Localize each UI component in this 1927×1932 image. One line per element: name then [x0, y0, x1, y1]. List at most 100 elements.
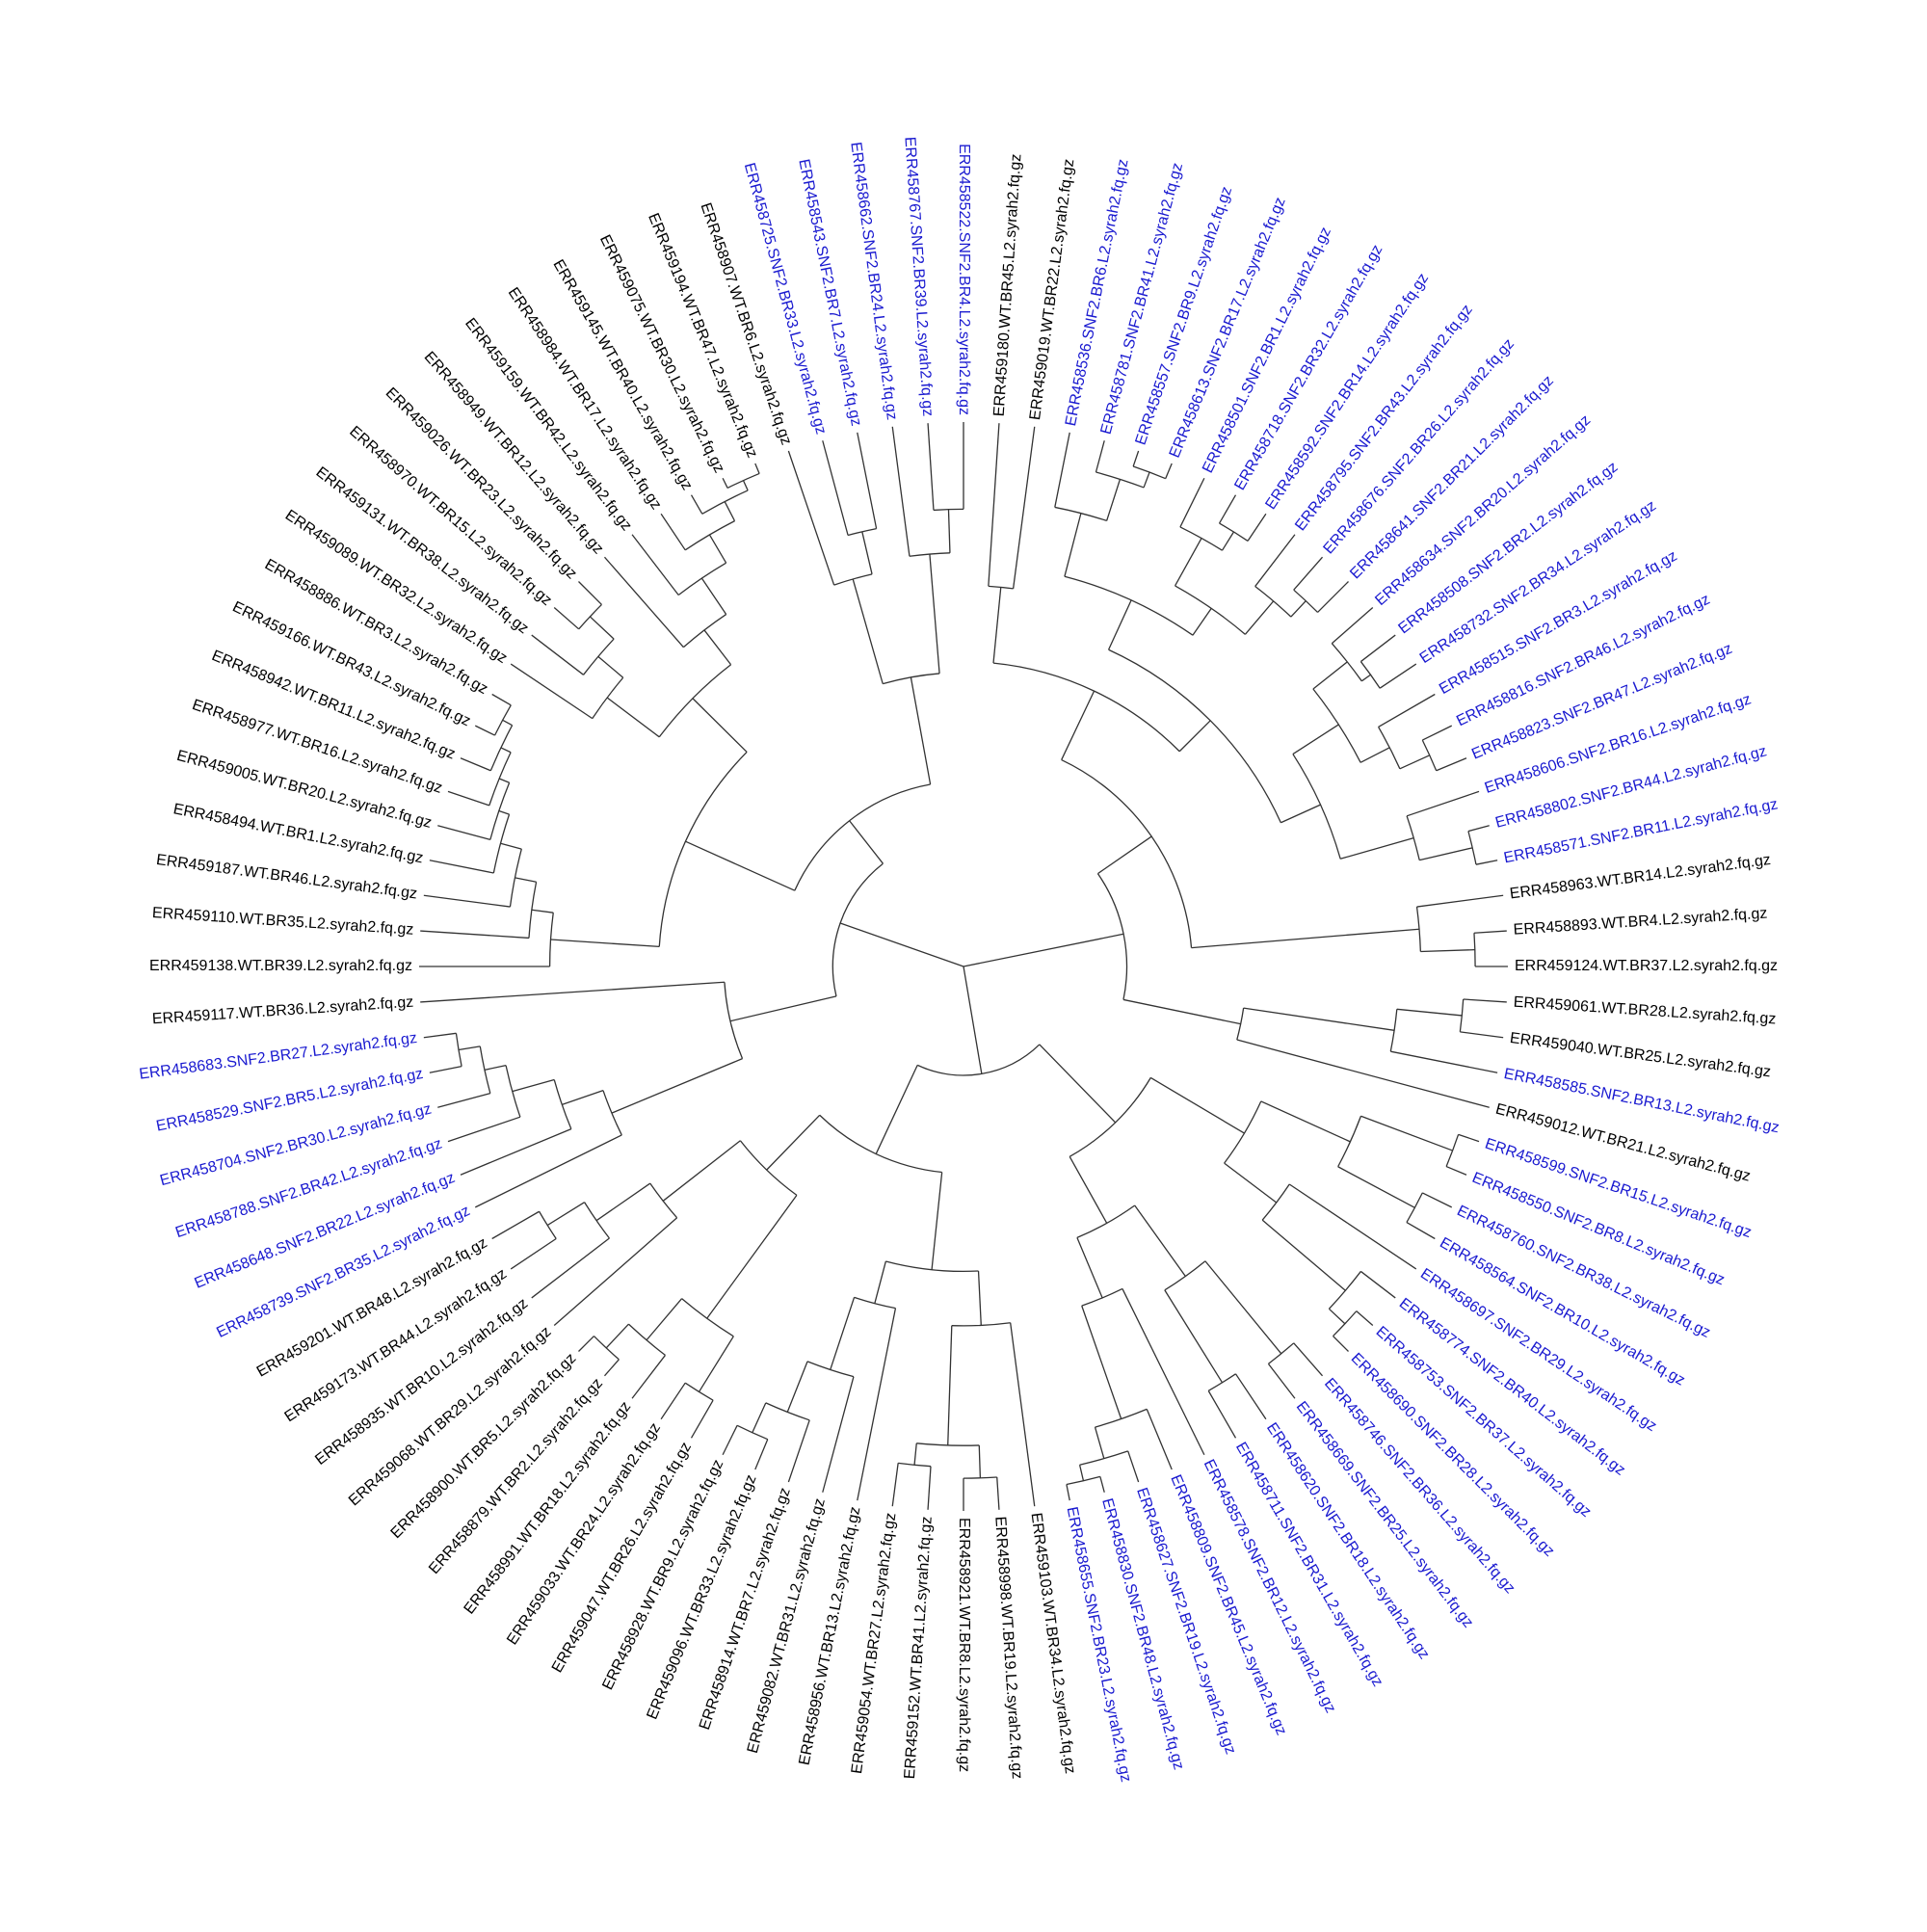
- branch: [927, 1466, 932, 1510]
- node-arc: [627, 1323, 666, 1356]
- branch: [692, 698, 748, 753]
- branch: [429, 1065, 462, 1073]
- branch: [1436, 757, 1467, 772]
- branch: [1069, 1156, 1108, 1224]
- branch: [458, 1045, 481, 1051]
- node-arc: [1406, 1192, 1423, 1223]
- branch: [963, 966, 983, 1074]
- branch: [1288, 1183, 1417, 1270]
- branch: [1012, 426, 1036, 589]
- branch: [515, 877, 537, 883]
- branch: [1066, 1484, 1070, 1501]
- branch: [1339, 836, 1414, 860]
- branch: [1039, 1044, 1117, 1124]
- branch: [1293, 556, 1324, 591]
- node-arc: [1095, 1408, 1148, 1428]
- branch: [429, 860, 494, 874]
- labels: ERR459180.WT.BR45.L2.syrah2.fq.gz ERR4590…: [138, 136, 1781, 1783]
- leaf-label: ERR458914.WT.BR7.L2.syrah2.fq.gz: [697, 1486, 794, 1733]
- branch: [988, 423, 1000, 587]
- branch: [722, 1425, 738, 1456]
- branch: [822, 1376, 855, 1493]
- branch: [996, 1476, 1000, 1510]
- branch: [752, 1402, 767, 1434]
- branch: [1076, 1237, 1103, 1299]
- branch: [1328, 1308, 1346, 1325]
- branch: [1359, 634, 1396, 663]
- branch: [700, 577, 727, 615]
- branch: [698, 1336, 734, 1392]
- branch: [510, 663, 594, 720]
- branch: [1054, 432, 1070, 508]
- branch: [1420, 948, 1475, 953]
- branch: [420, 930, 530, 940]
- branch: [742, 480, 749, 491]
- branch: [1261, 1219, 1346, 1291]
- branch: [1458, 1133, 1480, 1143]
- leaf-label: ERR459054.WT.BR27.L2.syrah2.fq.gz: [849, 1512, 900, 1775]
- branch: [1422, 1192, 1453, 1208]
- branch: [660, 513, 686, 551]
- branch: [1333, 1336, 1349, 1352]
- branch: [498, 809, 510, 815]
- branch: [589, 616, 615, 640]
- leaf-label: ERR459180.WT.BR45.L2.syrah2.fq.gz: [991, 153, 1025, 417]
- branch: [460, 757, 491, 772]
- branch: [550, 939, 660, 948]
- branch: [1218, 494, 1237, 524]
- branch: [546, 1202, 585, 1227]
- branch: [500, 747, 512, 754]
- node-arc: [505, 1065, 521, 1118]
- branch: [1463, 998, 1507, 1003]
- branch: [685, 840, 796, 891]
- branch: [531, 909, 554, 913]
- leaf-label: ERR458557.SNF2.BR9.L2.syrah2.fq.gz: [1133, 185, 1236, 447]
- branch: [1360, 674, 1371, 682]
- branch: [947, 509, 951, 553]
- branch: [1224, 1162, 1278, 1204]
- node-arc: [1095, 471, 1145, 489]
- node-arc: [553, 1079, 572, 1129]
- branch: [491, 1210, 540, 1240]
- node-arc: [658, 751, 748, 947]
- branch: [491, 693, 512, 706]
- branch: [1207, 1390, 1237, 1439]
- branch: [1359, 747, 1390, 763]
- leaf-label: ERR458893.WT.BR4.L2.syrah2.fq.gz: [1513, 906, 1768, 939]
- branch: [1280, 804, 1321, 824]
- branch: [420, 981, 725, 1003]
- branch: [502, 719, 513, 727]
- branch: [605, 1323, 629, 1349]
- branch: [830, 1297, 856, 1370]
- leaf-label: ERR458998.WT.BR19.L2.syrah2.fq.gz: [991, 1516, 1025, 1780]
- branch: [857, 432, 878, 529]
- branch: [891, 1463, 899, 1507]
- branch: [437, 825, 490, 841]
- branch: [977, 1270, 982, 1326]
- branch: [754, 463, 760, 474]
- node-arc: [1069, 1077, 1151, 1157]
- branch: [1475, 860, 1498, 865]
- leaf-label: ERR458606.SNF2.BR16.L2.syrah2.fq.gz: [1483, 691, 1754, 797]
- branch: [874, 1260, 886, 1304]
- branch: [690, 1399, 714, 1439]
- branch: [1164, 1289, 1224, 1384]
- branch: [1192, 607, 1212, 636]
- branch: [708, 534, 727, 564]
- leaf-label: ERR459061.WT.BR28.L2.syrah2.fq.gz: [1513, 994, 1777, 1028]
- branch: [460, 1128, 572, 1176]
- node-arc: [1268, 1342, 1295, 1364]
- node-arc: [832, 862, 884, 997]
- branch: [910, 676, 932, 785]
- node-arc: [701, 490, 749, 515]
- branch: [1460, 1031, 1504, 1039]
- branch: [1122, 998, 1241, 1025]
- branch: [1094, 1426, 1105, 1459]
- branch: [447, 1116, 521, 1143]
- branch: [722, 477, 728, 489]
- branch: [531, 634, 584, 675]
- leaf-label: ERR459138.WT.BR39.L2.syrah2.fq.gz: [149, 958, 412, 974]
- branch: [512, 1078, 555, 1093]
- node-arc: [1459, 998, 1465, 1032]
- node-arc: [602, 1090, 622, 1136]
